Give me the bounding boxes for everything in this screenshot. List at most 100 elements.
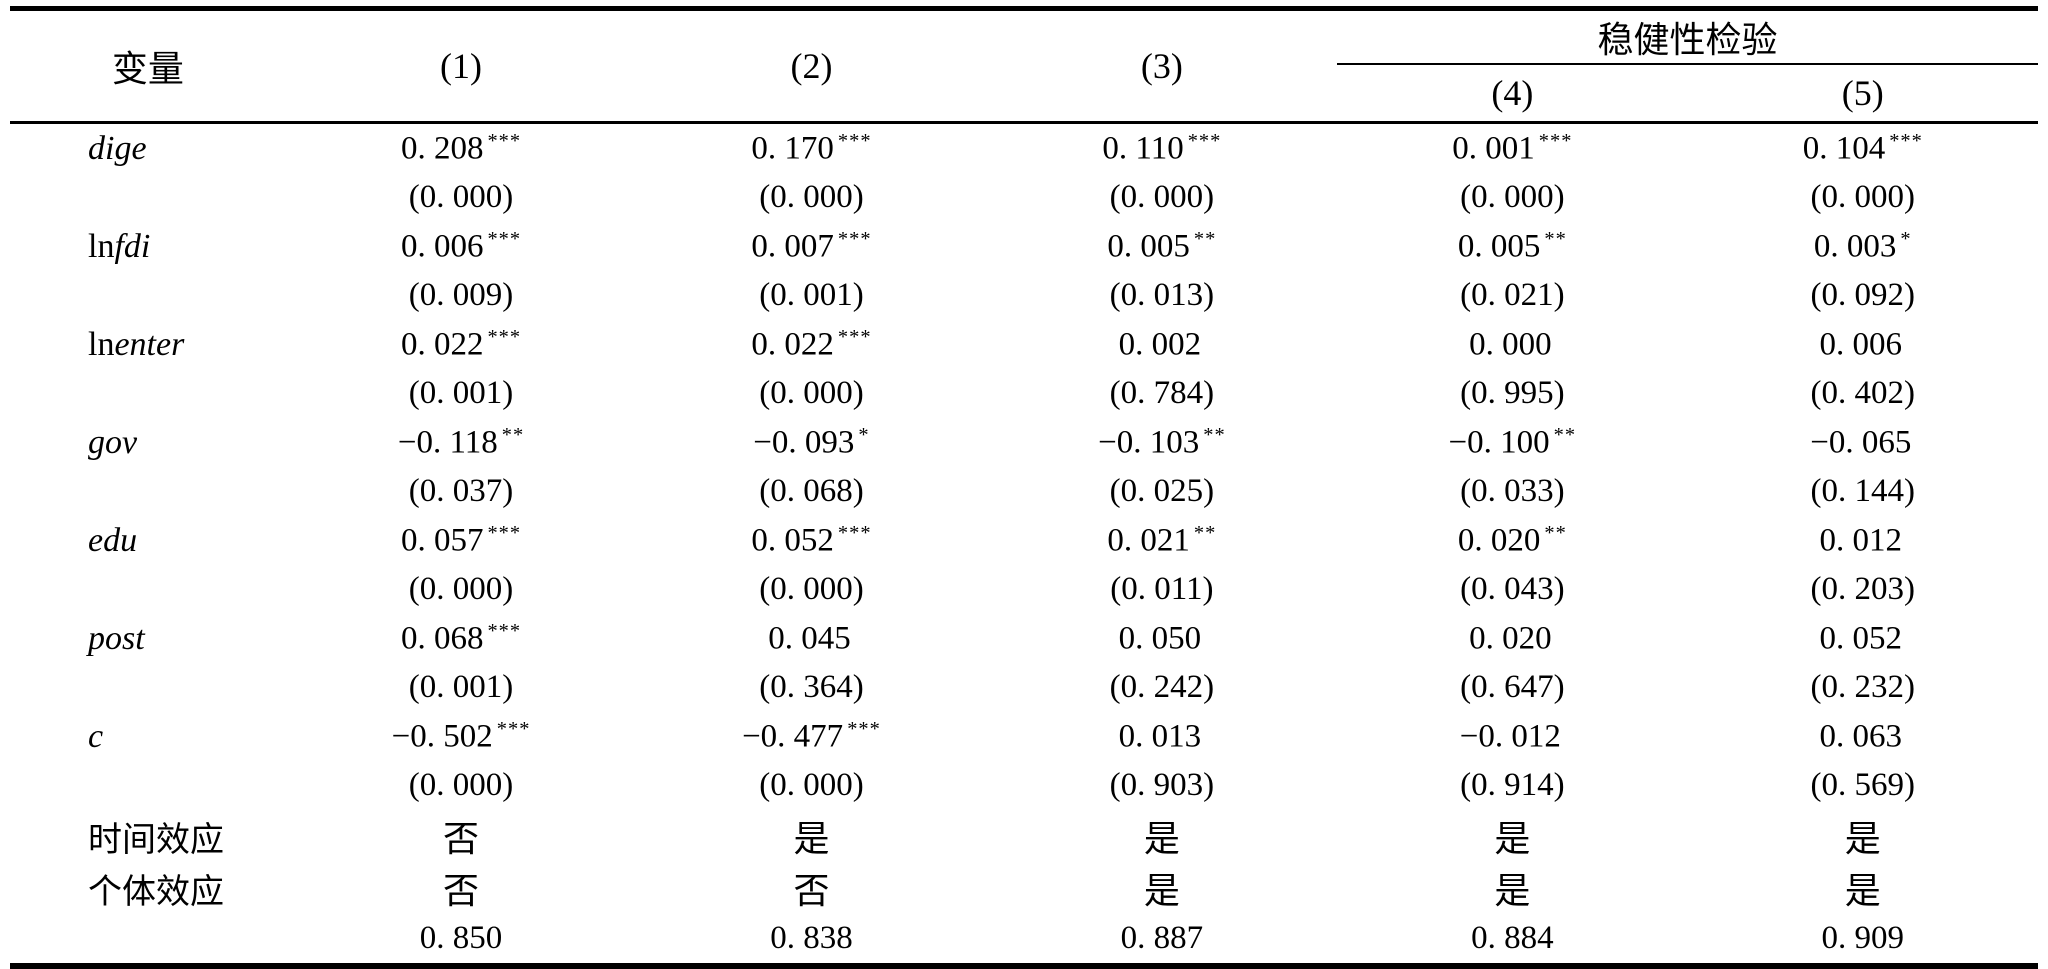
pval-row-edu: (0. 000) (0. 000) (0. 011) (0. 043) (0. … <box>10 565 2038 614</box>
coef-value: −0. 502 <box>391 718 493 755</box>
coef-value: 0. 013 <box>1118 718 1202 755</box>
var-name: fdi <box>114 227 151 265</box>
coef-cell: 0. 007 *** <box>636 222 986 271</box>
var-label-c: c <box>10 712 286 761</box>
coef-cell: 0. 013 <box>987 712 1337 761</box>
coef-value: 0. 052 <box>1819 620 1903 657</box>
coef-cell: 0. 005 ** <box>987 222 1337 271</box>
coef-cell: 0. 020 ** <box>1337 516 1687 565</box>
coef-value: 0. 208 <box>400 130 484 167</box>
var-name: gov <box>88 423 138 461</box>
significance-stars: *** <box>837 325 872 348</box>
var-name: post <box>88 619 145 657</box>
r2-cell: 0. 838 <box>770 920 853 956</box>
pval-cell: (0. 001) <box>408 375 514 411</box>
coef-row-gov: gov −0. 118 ** −0. 093 * −0. 103 ** −0. 100… <box>10 418 2038 467</box>
coef-value: −0. 093 <box>753 424 855 461</box>
pval-cell: (0. 914) <box>1460 767 1565 803</box>
coef-cell: 0. 000 <box>1337 320 1687 369</box>
pval-cell: (0. 242) <box>1109 669 1215 705</box>
significance-stars: *** <box>837 227 872 250</box>
coef-cell: −0. 012 <box>1337 712 1687 761</box>
var-name: dige <box>88 129 147 167</box>
var-name: edu <box>88 521 138 559</box>
coef-row-c: c −0. 502 *** −0. 477 *** 0. 013 −0. 012 0… <box>10 712 2038 761</box>
effect-cell: 是 <box>1844 871 1881 911</box>
significance-stars: *** <box>496 717 531 740</box>
var-label-lnenter: lnenter <box>10 320 286 369</box>
pval-cell: (0. 033) <box>1460 473 1565 509</box>
coef-value: 0. 052 <box>751 522 834 559</box>
pval-cell: (0. 021) <box>1460 277 1565 313</box>
pval-cell: (0. 000) <box>1810 179 1916 215</box>
pval-row-post: (0. 001) (0. 364) (0. 242) (0. 647) (0. … <box>10 663 2038 712</box>
coef-row-lnfdi: lnfdi 0. 006 *** 0. 007 *** 0. 005 ** 0. 00… <box>10 222 2038 271</box>
coef-value: 0. 002 <box>1118 326 1202 363</box>
significance-stars: ** <box>1544 521 1567 544</box>
coef-value: −0. 100 <box>1448 424 1550 461</box>
coef-value: 0. 050 <box>1118 620 1202 657</box>
coef-value: 0. 020 <box>1457 522 1541 559</box>
coef-value: −0. 477 <box>742 718 844 755</box>
coef-row-edu: edu 0. 057 *** 0. 052 *** 0. 021 ** 0. 020 *… <box>10 516 2038 565</box>
coef-value: 0. 104 <box>1802 130 1886 167</box>
regression-table: 变量 (1) (2) (3) 稳健性检验 (4) (5) dige 0. 208… <box>10 6 2038 969</box>
coef-cell: 0. 022 *** <box>286 320 636 369</box>
pval-cell: (0. 995) <box>1460 375 1565 411</box>
pval-cell: (0. 043) <box>1460 571 1565 607</box>
pval-cell: (0. 000) <box>408 767 514 803</box>
pval-cell: (0. 647) <box>1460 669 1565 705</box>
pval-row-c: (0. 000) (0. 000) (0. 903) (0. 914) (0. … <box>10 761 2038 810</box>
var-name: c <box>88 717 104 755</box>
pval-cell: (0. 402) <box>1810 375 1916 411</box>
coef-value: 0. 170 <box>751 130 834 167</box>
empty-cell <box>10 369 286 418</box>
pval-cell: (0. 000) <box>759 767 864 803</box>
significance-stars: ** <box>1193 521 1217 544</box>
coef-cell: 0. 021 ** <box>987 516 1337 565</box>
coef-cell: −0. 477 *** <box>636 712 986 761</box>
coef-cell: 0. 006 <box>1688 320 2038 369</box>
var-label-gov: gov <box>10 418 286 467</box>
pval-cell: (0. 784) <box>1109 375 1215 411</box>
coef-cell: −0. 100 ** <box>1337 418 1687 467</box>
significance-stars: *** <box>487 227 522 250</box>
var-prefix: ln <box>88 325 115 363</box>
significance-stars: *** <box>1889 129 1923 152</box>
header-row-2: (4) (5) <box>10 64 2038 124</box>
coef-cell: 0. 045 <box>636 614 986 663</box>
coef-cell: 0. 068 *** <box>286 614 636 663</box>
effect-cell: 是 <box>1143 871 1180 911</box>
pval-cell: (0. 569) <box>1810 767 1916 803</box>
pval-cell: (0. 000) <box>1460 179 1565 215</box>
effect-cell: 是 <box>1494 871 1531 911</box>
coef-cell: 0. 110 *** <box>987 123 1337 174</box>
coef-value: −0. 118 <box>397 424 498 461</box>
r2-label <box>10 914 286 966</box>
significance-stars: ** <box>1193 227 1217 250</box>
pval-cell: (0. 068) <box>759 473 864 509</box>
coef-cell: 0. 170 *** <box>636 123 986 174</box>
significance-stars: *** <box>837 129 872 152</box>
pval-cell: (0. 144) <box>1810 473 1916 509</box>
pval-cell: (0. 013) <box>1109 277 1215 313</box>
coef-value: 0. 005 <box>1457 228 1541 265</box>
coef-cell: 0. 012 <box>1688 516 2038 565</box>
pval-cell: (0. 009) <box>408 277 514 313</box>
coef-value: 0. 022 <box>751 326 834 363</box>
coef-cell: 0. 002 <box>987 320 1337 369</box>
pval-cell: (0. 000) <box>759 375 864 411</box>
coef-cell: −0. 103 ** <box>987 418 1337 467</box>
coef-cell: 0. 020 <box>1337 614 1687 663</box>
header-col-1: (1) <box>285 8 637 124</box>
coef-value: 0. 005 <box>1107 228 1190 265</box>
r2-cell: 0. 909 <box>1821 920 1905 956</box>
coef-cell: 0. 052 <box>1688 614 2038 663</box>
pval-cell: (0. 092) <box>1810 277 1916 313</box>
coef-value: 0. 006 <box>400 228 484 265</box>
coef-cell: 0. 050 <box>987 614 1337 663</box>
var-label-dige: dige <box>10 123 286 174</box>
individual-effect-row: 个体效应 否 否 是 是 是 <box>10 862 2038 914</box>
coef-value: 0. 045 <box>768 620 851 657</box>
